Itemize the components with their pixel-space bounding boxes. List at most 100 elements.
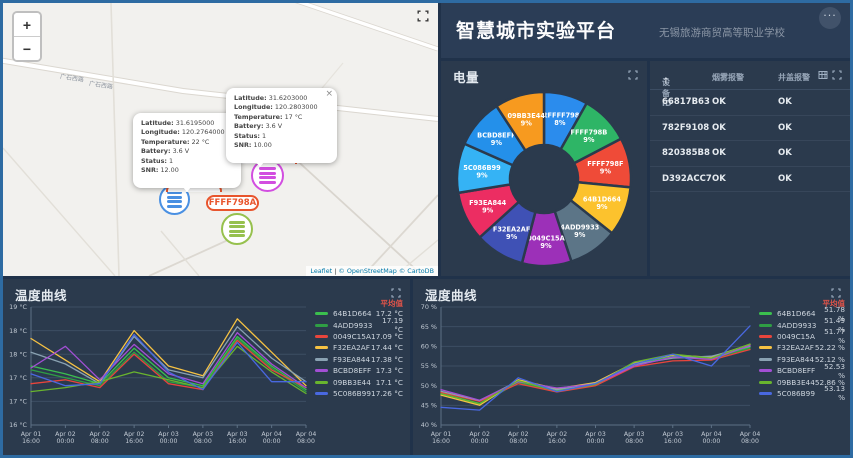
zoom-out-button[interactable]: − xyxy=(14,37,40,60)
temperature-line-chart[interactable]: 16 °C 17 °C 17 °C 18 °C 18 °C 19 °C Apr 01 16:0… xyxy=(5,301,316,451)
legend-avg-value: 53.13 % xyxy=(824,384,845,403)
legend-avg-value: 52.53 % xyxy=(824,361,845,380)
popup-field: Battery: 3.6 V xyxy=(234,122,329,131)
legend-item[interactable]: F93EA844 52.12 % xyxy=(759,354,845,365)
device-table-panel: 设备ID ↑ 烟雾报警 井盖报警 66817B63 OK OK 782F9108 … xyxy=(650,61,850,276)
legend-avg-value: 52.22 % xyxy=(814,343,845,353)
cell-smoke-status: OK xyxy=(712,97,726,107)
legend-swatch xyxy=(315,357,328,361)
popup-close-icon[interactable]: × xyxy=(325,89,333,99)
col-cover-alarm[interactable]: 井盖报警 xyxy=(778,73,810,82)
cell-cover-status: OK xyxy=(778,97,792,107)
leaflet-link[interactable]: Leaflet xyxy=(310,267,333,275)
temperature-legend: 平均值 64B1D664 17.2 °C 4ADD9933 17.19 °C 0… xyxy=(315,298,403,399)
legend-item[interactable]: 0049C15A 17.09 °C xyxy=(315,331,403,342)
legend-avg-value: 17.26 °C xyxy=(371,388,403,398)
map-fullscreen-icon[interactable] xyxy=(417,10,429,22)
header-bar: 智慧城市实验平台 无锡旅游商贸高等职业学校 ··· xyxy=(441,3,850,58)
zoom-in-button[interactable]: + xyxy=(14,13,40,36)
battery-donut-chart[interactable]: batFFFF798A 8%FFFF798B 9% FFFF798F 9% 64B1D66… xyxy=(441,83,647,273)
series-line xyxy=(440,344,751,401)
legend-item[interactable]: 5C086B99 17.26 °C xyxy=(315,388,403,399)
legend-item[interactable]: 64B1D664 17.2 °C xyxy=(315,308,403,319)
popup-field-value: 12.00 xyxy=(160,166,179,175)
legend-item[interactable]: 0049C15A 51.77 % xyxy=(759,327,845,345)
popup-field-label: Latitude: xyxy=(234,94,267,102)
table-row[interactable]: D392ACC7 OK OK xyxy=(650,167,850,192)
table-view-icon[interactable] xyxy=(818,70,828,80)
table-expand-icon[interactable] xyxy=(832,70,842,80)
legend-item[interactable]: BCBD8EFF 17.3 °C xyxy=(315,365,403,376)
battery-expand-icon[interactable] xyxy=(628,70,638,80)
green-battery-marker[interactable] xyxy=(221,213,253,245)
x-axis-tick-label: Apr 03 16:00 xyxy=(662,431,683,445)
popup-field-label: Longitude: xyxy=(141,128,180,137)
legend-avg-value: 51.49 % xyxy=(824,316,845,335)
humidity-line-chart[interactable]: 40 % 45 % 50 % 55 % 60 % 65 % 70 % Apr 01 16:00 A… xyxy=(415,301,761,451)
popup-field-value: 120.2764000 xyxy=(181,128,225,137)
popup-field-label: Battery: xyxy=(141,147,171,156)
menu-dots-button[interactable]: ··· xyxy=(819,7,841,29)
series-line xyxy=(30,337,307,393)
legend-item[interactable]: F32EA2AF 52.22 % xyxy=(759,342,845,353)
table-row[interactable]: 66817B63 OK OK xyxy=(650,90,850,116)
popup-field: Temperature: 17 °C xyxy=(234,113,329,122)
legend-swatch xyxy=(759,369,772,373)
legend-avg-value: 17.19 °C xyxy=(382,316,403,335)
legend-avg-value: 17.09 °C xyxy=(371,331,403,341)
popup-field-label: SNR: xyxy=(141,166,159,175)
legend-avg-value: 17.1 °C xyxy=(375,377,403,387)
carto-link[interactable]: © CartoDB xyxy=(398,267,434,275)
pie-slice-label: F93EA844 9% xyxy=(469,199,506,215)
popup-field-label: Latitude: xyxy=(141,119,174,127)
legend-swatch xyxy=(315,334,328,338)
legend-item[interactable]: 4ADD9933 51.49 % xyxy=(759,316,845,334)
legend-item[interactable]: F93EA844 17.38 °C xyxy=(315,354,403,365)
legend-swatch xyxy=(315,323,328,327)
popup-field-label: Longitude: xyxy=(234,103,273,112)
legend-swatch xyxy=(759,312,772,316)
popup-field: Status: 1 xyxy=(141,157,233,166)
battery-icon-bar xyxy=(259,176,276,180)
y-axis-tick-label: 65 % xyxy=(421,323,437,331)
legend-item[interactable]: 09BB3E44 52.86 % xyxy=(759,376,845,387)
x-axis-tick-label: Apr 04 00:00 xyxy=(701,431,722,445)
legend-item[interactable]: F32EA2AF 17.44 °C xyxy=(315,342,403,353)
zoom-control-divider xyxy=(14,36,40,37)
legend-item[interactable]: 64B1D664 51.78 % xyxy=(759,305,845,323)
battery-icon-bar xyxy=(259,167,276,171)
series-line xyxy=(30,331,307,389)
map-panel[interactable]: 广石西路 广石西路 + − FFFF798A × Latitude: 31.61… xyxy=(3,3,438,276)
sort-arrow-icon: ↑ xyxy=(662,77,670,87)
legend-series-name: 0049C15A xyxy=(777,331,815,341)
humidity-expand-icon[interactable] xyxy=(831,288,841,298)
legend-avg-value: 51.78 % xyxy=(824,304,845,323)
legend-item[interactable]: BCBD8EFF 52.53 % xyxy=(759,362,845,380)
x-axis-tick-label: Apr 01 16:00 xyxy=(21,431,42,445)
popup-field: Longitude: 120.2764000 xyxy=(141,128,233,137)
popup-field-value: 3.6 V xyxy=(265,122,283,131)
popup-field: Longitude: 120.2803000 xyxy=(234,103,329,112)
x-axis-tick-label: Apr 02 00:00 xyxy=(469,431,490,445)
pie-slice[interactable] xyxy=(495,90,546,152)
legend-swatch xyxy=(759,357,772,361)
osm-link[interactable]: © OpenStreetMap xyxy=(338,267,397,275)
legend-series-name: 4ADD9933 xyxy=(777,320,817,330)
popup-tail xyxy=(252,157,268,167)
col-smoke-alarm[interactable]: 烟雾报警 xyxy=(712,73,744,82)
x-axis-tick-label: Apr 04 08:00 xyxy=(296,431,317,445)
cell-smoke-status: OK xyxy=(712,173,726,184)
table-row[interactable]: 820385B8 OK OK xyxy=(650,141,850,167)
cell-smoke-status: OK xyxy=(712,122,726,133)
table-row[interactable]: 782F9108 OK OK xyxy=(650,116,850,141)
x-axis-tick-label: Apr 03 00:00 xyxy=(585,431,606,445)
device-label-pill[interactable]: FFFF798A xyxy=(206,195,259,211)
temperature-expand-icon[interactable] xyxy=(391,288,401,298)
x-axis-tick-label: Apr 02 16:00 xyxy=(124,431,145,445)
x-axis-tick-label: Apr 03 16:00 xyxy=(227,431,248,445)
battery-icon-bar xyxy=(259,180,276,184)
y-axis-tick-label: 60 % xyxy=(421,343,437,351)
legend-item[interactable]: 5C086B99 53.13 % xyxy=(759,384,845,402)
legend-item[interactable]: 09BB3E44 17.1 °C xyxy=(315,376,403,387)
legend-item[interactable]: 4ADD9933 17.19 °C xyxy=(315,316,403,334)
